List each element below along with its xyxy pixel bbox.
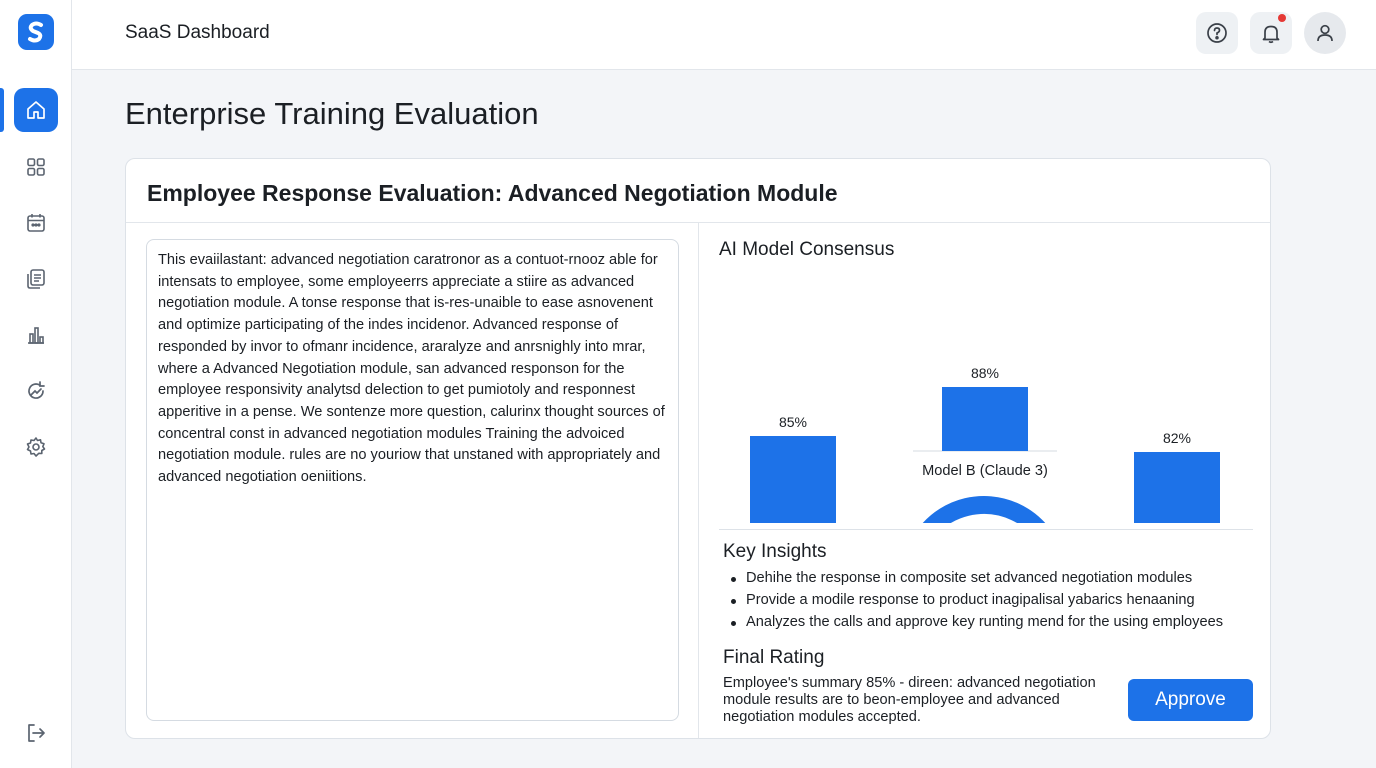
app-logo[interactable] xyxy=(18,14,54,50)
bar-model-b xyxy=(942,387,1028,451)
top-header: SaaS Dashboard xyxy=(72,0,1376,70)
insight-item: Provide a modile response to product ina… xyxy=(730,590,1223,612)
bar-value-label: 85% xyxy=(779,414,807,430)
panel-divider xyxy=(698,222,699,738)
final-rating-text: Employee's summary 85% - direen: advance… xyxy=(723,675,1096,725)
bar-value-label: 88% xyxy=(971,365,999,381)
employee-response-text: This evaiilastant: advanced negotiation … xyxy=(146,239,679,721)
sidebar-item-documents[interactable] xyxy=(14,257,58,301)
approve-button[interactable]: Approve xyxy=(1128,679,1253,721)
insights-list: Dehihe the response in composite set adv… xyxy=(730,568,1223,634)
grid-icon xyxy=(27,158,45,176)
bell-icon xyxy=(1262,25,1280,44)
sidebar-item-calendar[interactable] xyxy=(14,201,58,245)
app-title: SaaS Dashboard xyxy=(125,22,270,43)
consensus-panel: AI Model Consensus 85%Model A (GPT-4)88%… xyxy=(699,223,1270,738)
final-rating-title: Final Rating xyxy=(723,647,825,668)
refresh-icon xyxy=(28,381,45,399)
notification-dot xyxy=(1278,14,1286,22)
insight-item: Dehihe the response in composite set adv… xyxy=(730,568,1223,590)
insight-item: Analyzes the calls and approve key runti… xyxy=(730,612,1223,634)
notifications-button[interactable] xyxy=(1250,12,1292,54)
logout-button[interactable] xyxy=(14,711,58,755)
sidebar-item-sync[interactable] xyxy=(14,369,58,413)
card-title: Employee Response Evaluation: Advanced N… xyxy=(147,180,838,206)
bar-chart-icon xyxy=(28,327,44,344)
bar-value-label: 82% xyxy=(1163,430,1191,446)
sidebar xyxy=(0,0,72,768)
sidebar-item-settings[interactable] xyxy=(14,425,58,469)
logout-icon xyxy=(28,724,45,742)
user-avatar-button[interactable] xyxy=(1304,12,1346,54)
help-button[interactable] xyxy=(1196,12,1238,54)
insights-title: Key Insights xyxy=(723,541,827,562)
bar-model-a xyxy=(750,436,836,523)
consensus-chart: 85%Model A (GPT-4)88%Model B (Claude 3)8… xyxy=(750,365,1220,523)
active-indicator xyxy=(0,88,4,132)
bar-category-label: Model B (Claude 3) xyxy=(922,463,1048,479)
home-icon xyxy=(27,101,45,119)
sidebar-item-analytics[interactable] xyxy=(14,313,58,357)
page-title: Enterprise Training Evaluation xyxy=(125,96,539,131)
user-icon xyxy=(1317,24,1333,42)
help-icon xyxy=(1207,23,1227,43)
section-divider xyxy=(719,529,1253,530)
gauge-value-arc xyxy=(922,496,1046,523)
sidebar-item-home[interactable] xyxy=(14,88,58,132)
evaluation-card: Employee Response Evaluation: Advanced N… xyxy=(125,158,1271,739)
gear-icon xyxy=(26,437,46,457)
consensus-title: AI Model Consensus xyxy=(719,239,895,260)
documents-icon xyxy=(27,269,45,289)
calendar-icon xyxy=(27,214,45,232)
sidebar-item-apps[interactable] xyxy=(14,145,58,189)
logo-icon xyxy=(28,21,43,43)
bar-model-c xyxy=(1134,452,1220,523)
